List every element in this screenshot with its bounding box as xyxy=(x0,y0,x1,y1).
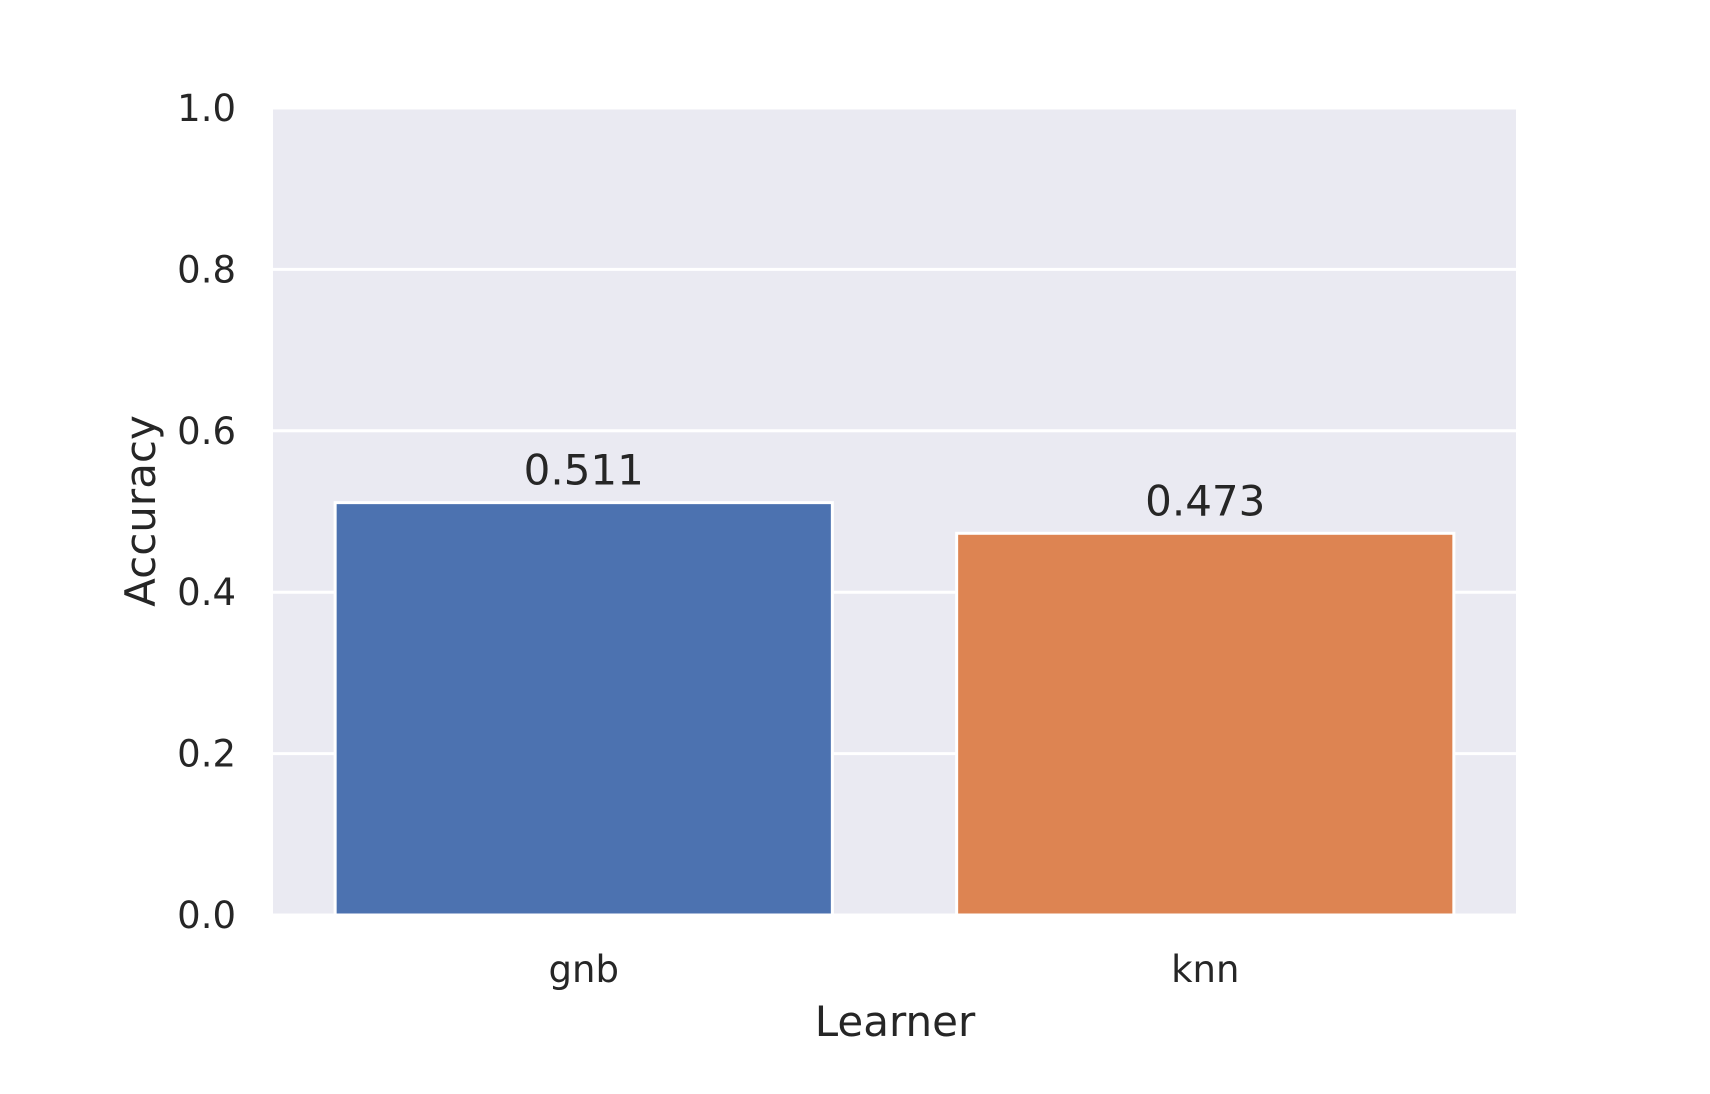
y-axis-ticks: 0.0 0.2 0.4 0.6 0.8 1.0 xyxy=(177,87,236,937)
y-tick-label: 0.6 xyxy=(177,410,236,453)
y-tick-label: 0.8 xyxy=(177,248,236,291)
y-axis-title: Accuracy xyxy=(116,415,165,607)
bars xyxy=(333,501,1456,917)
y-tick-label: 0.0 xyxy=(177,894,236,937)
data-labels: 0.511 0.473 xyxy=(524,446,1266,526)
y-tick-label: 0.4 xyxy=(177,571,236,614)
bar-knn xyxy=(955,531,1456,917)
x-tick-label: gnb xyxy=(549,948,619,991)
x-axis-title: Learner xyxy=(815,997,976,1046)
data-label-gnb: 0.511 xyxy=(524,446,644,495)
y-tick-label: 1.0 xyxy=(177,87,236,130)
data-label-knn: 0.473 xyxy=(1145,476,1265,525)
y-tick-label: 0.2 xyxy=(177,733,236,776)
bar-gnb xyxy=(333,501,834,917)
x-tick-label: knn xyxy=(1171,948,1239,991)
x-axis-ticks: gnb knn xyxy=(549,948,1240,991)
